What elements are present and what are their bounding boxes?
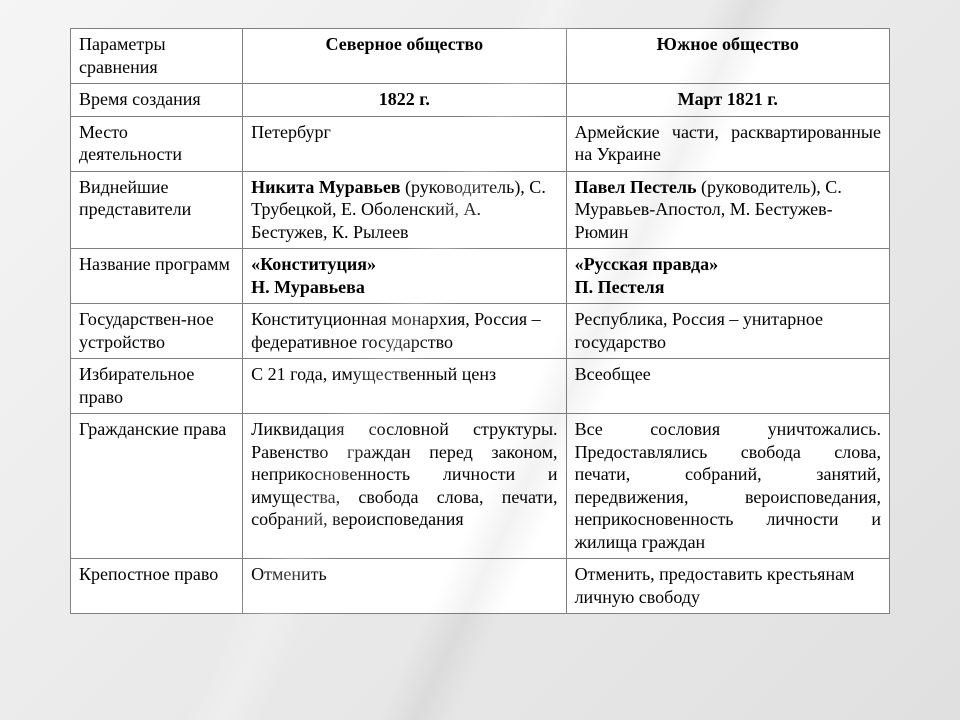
north-program-author: Н. Муравьева (251, 276, 557, 299)
row-place: Место деятельности Петербург Армейские ч… (71, 116, 890, 171)
cell-label: Время создания (71, 84, 243, 117)
cell-north: Отменить (243, 559, 566, 614)
cell-north: Ликвидация сословной структуры. Равенств… (243, 414, 566, 559)
south-lead-name: Павел Пестель (575, 177, 697, 197)
cell-south: Всеобщее (566, 359, 889, 414)
cell-south: Республика, Россия – унитарное государст… (566, 304, 889, 359)
cell-north: Конституционная монархия, Россия – федер… (243, 304, 566, 359)
cell-north: С 21 года, имущественный ценз (243, 359, 566, 414)
cell-north: 1822 г. (243, 84, 566, 117)
cell-label: Название программ (71, 249, 243, 304)
north-program-title: «Конституция» (251, 253, 557, 276)
slide: Параметры сравнения Северное общество Юж… (0, 0, 960, 720)
cell-south: «Русская правда» П. Пестеля (566, 249, 889, 304)
cell-label: Государствен-ное устройство (71, 304, 243, 359)
row-vote: Избирательное право С 21 года, имуществе… (71, 359, 890, 414)
header-col0: Параметры сравнения (71, 29, 243, 84)
row-civil: Гражданские права Ликвидация сословной с… (71, 414, 890, 559)
cell-label: Избирательное право (71, 359, 243, 414)
header-col2: Южное общество (566, 29, 889, 84)
cell-north: Петербург (243, 116, 566, 171)
cell-label: Виднейшие представители (71, 171, 243, 249)
cell-label: Крепостное право (71, 559, 243, 614)
cell-south: Все сословия уничтожались. Предоставляли… (566, 414, 889, 559)
row-representatives: Виднейшие представители Никита Муравьев … (71, 171, 890, 249)
cell-north: Никита Муравьев (руководитель), С. Трубе… (243, 171, 566, 249)
north-lead-name: Никита Муравьев (251, 177, 400, 197)
row-program: Название программ «Конституция» Н. Мурав… (71, 249, 890, 304)
cell-north: «Конституция» Н. Муравьева (243, 249, 566, 304)
south-program-author: П. Пестеля (575, 276, 881, 299)
row-government: Государствен-ное устройство Конституцион… (71, 304, 890, 359)
comparison-table: Параметры сравнения Северное общество Юж… (70, 28, 890, 614)
header-col1: Северное общество (243, 29, 566, 84)
cell-label: Место деятельности (71, 116, 243, 171)
row-time: Время создания 1822 г. Март 1821 г. (71, 84, 890, 117)
cell-south: Павел Пестель (руководитель), С. Муравье… (566, 171, 889, 249)
row-serfdom: Крепостное право Отменить Отменить, пред… (71, 559, 890, 614)
cell-south: Март 1821 г. (566, 84, 889, 117)
header-row: Параметры сравнения Северное общество Юж… (71, 29, 890, 84)
south-program-title: «Русская правда» (575, 253, 881, 276)
cell-label: Гражданские права (71, 414, 243, 559)
cell-south: Армейские части, расквартированные на Ук… (566, 116, 889, 171)
cell-south: Отменить, предоставить крестьянам личную… (566, 559, 889, 614)
